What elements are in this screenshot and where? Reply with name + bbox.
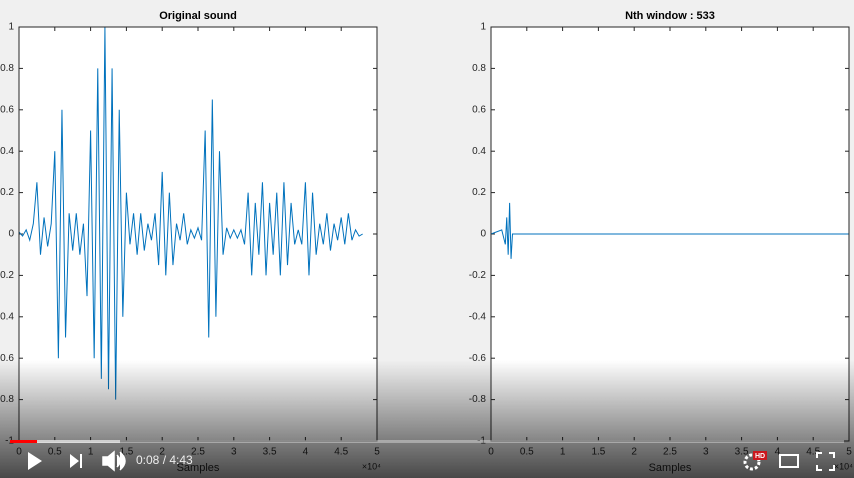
- y-tick-label: 0.8: [472, 63, 486, 74]
- y-tick-label: 1: [480, 22, 486, 33]
- y-tick-label: 0.6: [0, 104, 14, 115]
- chart-title: Nth window : 533: [625, 10, 715, 22]
- y-tick-label: 0.4: [472, 146, 486, 157]
- settings-button[interactable]: [743, 453, 761, 471]
- theater-button[interactable]: [779, 454, 799, 468]
- control-shade: [0, 360, 854, 478]
- hd-badge: [753, 451, 767, 460]
- y-tick-label: 1: [8, 22, 14, 33]
- hd-label: HD: [755, 453, 765, 460]
- waveform: [490, 202, 849, 259]
- time-display: 0:08 / 4:43: [136, 453, 193, 467]
- y-tick-label: 0: [8, 229, 14, 240]
- y-tick-label: -0.2: [0, 270, 14, 281]
- y-tick-label: 0.8: [0, 63, 14, 74]
- play-button[interactable]: [28, 452, 42, 470]
- fullscreen-button[interactable]: [816, 452, 835, 471]
- progress-played: [10, 440, 37, 443]
- y-tick-label: 0.2: [472, 187, 486, 198]
- y-tick-label: 0.6: [472, 104, 486, 115]
- volume-button[interactable]: [102, 450, 126, 472]
- progress-buffer: [10, 440, 120, 443]
- y-tick-label: -0.4: [0, 311, 14, 322]
- y-tick-label: 0.2: [0, 187, 14, 198]
- waveform: [18, 26, 363, 400]
- chart-title: Original sound: [159, 10, 237, 22]
- next-button[interactable]: [70, 454, 82, 468]
- y-tick-label: 0.4: [0, 146, 14, 157]
- progress-track[interactable]: [10, 440, 844, 443]
- y-tick-label: -0.4: [469, 311, 487, 322]
- y-tick-label: -0.2: [469, 270, 487, 281]
- y-tick-label: -0.6: [0, 353, 14, 364]
- y-tick-label: -0.6: [469, 353, 487, 364]
- y-tick-label: 0: [480, 229, 486, 240]
